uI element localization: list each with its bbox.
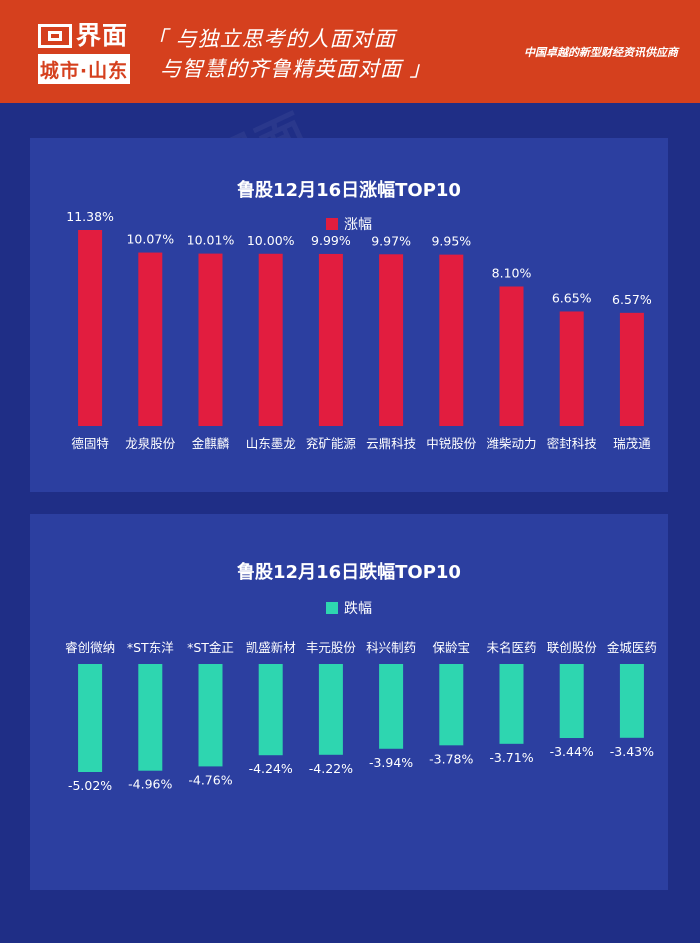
gain-data-label: 10.00% <box>247 233 295 248</box>
loss-category-label: 联创股份 <box>547 640 598 655</box>
gain-category-label: 瑞茂通 <box>613 436 651 451</box>
gain-bar <box>258 253 283 426</box>
losers-legend-swatch <box>326 602 338 614</box>
loss-data-label: -4.76% <box>188 772 232 787</box>
loss-category-label: *ST金正 <box>187 640 234 655</box>
logo-icon <box>38 24 72 48</box>
loss-bar <box>78 664 103 772</box>
gain-bar <box>499 286 524 426</box>
loss-data-label: -3.44% <box>550 744 594 759</box>
losers-legend: 跌幅 <box>30 598 668 618</box>
gain-category-label: 密封科技 <box>547 436 598 451</box>
slogan-line-2: 与智慧的齐鲁精英面对面 」 <box>160 57 432 81</box>
loss-bar <box>499 664 524 744</box>
losers-chart-title: 鲁股12月16日跌幅TOP10 <box>237 562 461 583</box>
gain-data-label: 9.99% <box>311 233 351 248</box>
loss-data-label: -3.94% <box>369 755 413 770</box>
loss-data-label: -4.96% <box>128 777 172 792</box>
gain-data-label: 10.07% <box>126 232 174 247</box>
gain-bar <box>78 230 103 426</box>
gain-bar <box>619 312 644 426</box>
gain-category-label: 中锐股份 <box>426 436 477 451</box>
loss-bar <box>439 664 464 746</box>
gain-bar <box>318 253 343 426</box>
gain-category-label: 云鼎科技 <box>366 436 417 451</box>
gainers-legend-swatch <box>326 218 338 230</box>
loss-category-label: 科兴制药 <box>366 640 416 655</box>
gainers-legend-label: 涨幅 <box>344 217 372 233</box>
losers-panel: 鲁股12月16日跌幅TOP10 跌幅 睿创微纳 -5.02% *ST东洋 -4.96%… <box>30 514 668 890</box>
loss-bar <box>198 664 223 767</box>
loss-data-label: -4.22% <box>309 761 353 776</box>
tagline: 中国卓越的新型财经资讯供应商 <box>524 46 678 59</box>
gainers-legend: 涨幅 <box>30 214 668 234</box>
gain-category-label: 潍柴动力 <box>486 436 536 451</box>
loss-bar <box>318 664 343 755</box>
losers-chart: 睿创微纳 -5.02% *ST东洋 -4.96% *ST金正 -4.76% 凯盛新材 -4.2… <box>65 640 657 793</box>
loss-data-label: -4.24% <box>249 761 293 776</box>
gain-data-label: 9.97% <box>371 233 411 248</box>
gain-data-label: 6.65% <box>552 290 592 305</box>
loss-category-label: 未名医药 <box>486 640 536 655</box>
slogan-line-1: 「 与独立思考的人面对面 <box>146 27 396 51</box>
loss-bar <box>619 664 644 738</box>
gain-bar <box>379 254 404 426</box>
gain-bar <box>559 311 584 426</box>
loss-bar <box>138 664 163 771</box>
loss-category-label: 保龄宝 <box>433 640 471 655</box>
gain-data-label: 11.38% <box>66 209 114 224</box>
gain-category-label: 德固特 <box>71 436 109 451</box>
gain-category-label: 龙泉股份 <box>125 436 176 451</box>
gainers-chart-title: 鲁股12月16日涨幅TOP10 <box>237 180 461 201</box>
loss-data-label: -5.02% <box>68 778 112 793</box>
loss-category-label: 睿创微纳 <box>65 640 115 655</box>
loss-category-label: 凯盛新材 <box>246 640 296 655</box>
loss-category-label: 金城医药 <box>607 640 657 655</box>
loss-category-label: *ST东洋 <box>127 640 174 655</box>
loss-data-label: -3.43% <box>610 744 654 759</box>
gain-bar <box>439 254 464 426</box>
gain-data-label: 9.95% <box>431 234 471 249</box>
loss-data-label: -3.78% <box>429 751 473 766</box>
gain-data-label: 6.57% <box>612 292 652 307</box>
gain-data-label: 10.01% <box>187 233 235 248</box>
loss-bar <box>559 664 584 739</box>
gainers-panel: 鲁股12月16日涨幅TOP10 涨幅 11.38% 德固特 10.07% 龙泉股份 10… <box>30 138 668 492</box>
gain-category-label: 山东墨龙 <box>246 436 296 451</box>
gain-bar <box>198 253 223 426</box>
loss-data-label: -3.71% <box>489 750 533 765</box>
logo-name: 界面 <box>76 21 129 50</box>
loss-category-label: 丰元股份 <box>306 640 357 655</box>
logo-subtitle: 城市·山东 <box>38 54 130 84</box>
loss-bar <box>258 664 283 756</box>
loss-bar <box>379 664 404 749</box>
gain-category-label: 金麒麟 <box>192 436 230 451</box>
losers-legend-label: 跌幅 <box>344 601 372 617</box>
gainers-chart: 11.38% 德固特 10.07% 龙泉股份 10.01% 金麒麟 10.00% 山东墨龙 9.… <box>66 209 652 451</box>
gain-data-label: 8.10% <box>492 265 532 280</box>
slogan: 「 与独立思考的人面对面 与智慧的齐鲁精英面对面 」 <box>146 24 432 84</box>
brand-logo: 界面 <box>38 22 130 50</box>
header-banner: 界面 城市·山东 「 与独立思考的人面对面 与智慧的齐鲁精英面对面 」 中国卓越… <box>0 0 700 103</box>
gain-category-label: 兖矿能源 <box>306 436 357 451</box>
gain-bar <box>138 252 163 426</box>
